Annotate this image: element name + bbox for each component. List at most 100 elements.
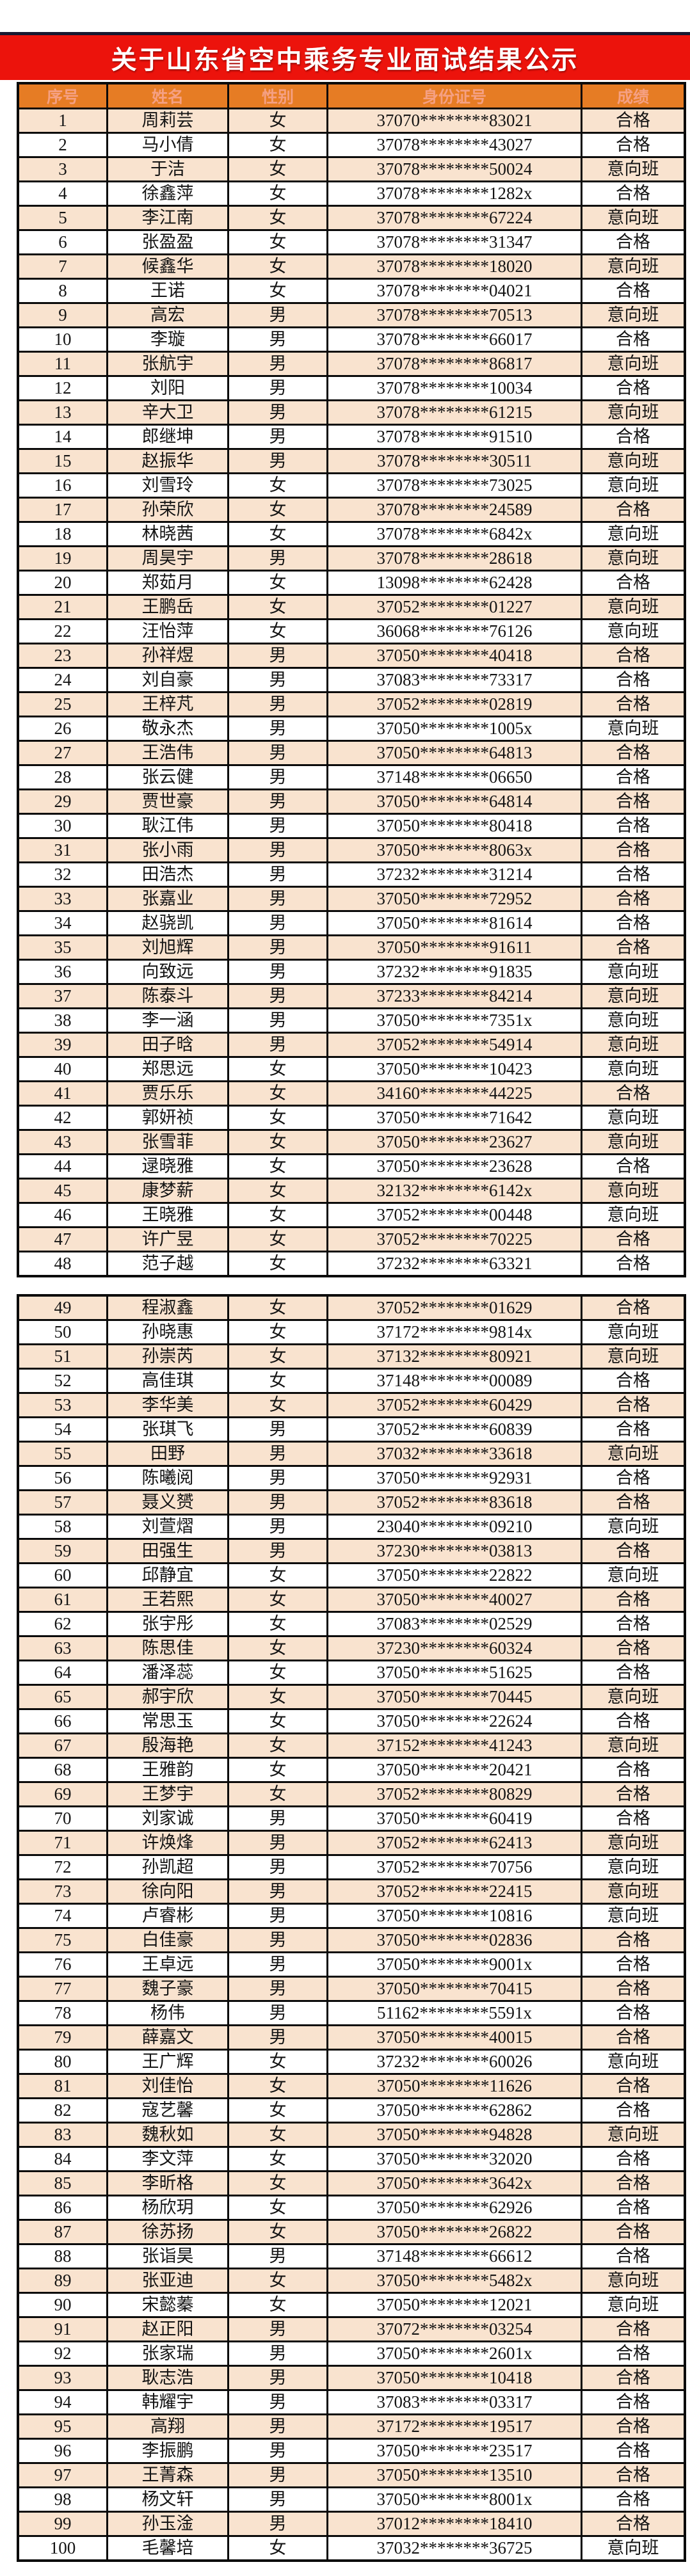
cell-result: 合格 <box>581 2097 686 2124</box>
cell-id: 32132********6142x <box>326 1178 582 1204</box>
results-table-block-1: 序号 姓名 性别 身份证号 成绩 1 周莉芸女 37070********83021… <box>17 82 686 1277</box>
table-row: 20 郑茹月女 13098********62428 合格 <box>17 570 686 596</box>
cell-name: 林晓茜 <box>106 521 229 547</box>
cell-result: 意向班 <box>581 1007 686 1034</box>
cell-no: 39 <box>17 1032 108 1058</box>
cell-name: 张云健 <box>106 764 229 790</box>
cell-no: 99 <box>17 2511 108 2537</box>
cell-gender: 男 <box>227 837 328 863</box>
cell-result: 合格 <box>581 108 686 134</box>
table-row: 33 张嘉业男 37050********72952 合格 <box>17 886 686 912</box>
cell-gender: 女 <box>227 1202 328 1228</box>
cell-gender: 男 <box>227 2316 328 2342</box>
cell-gender: 男 <box>227 2365 328 2391</box>
cell-name: 李璇 <box>106 326 229 353</box>
cell-no: 1 <box>17 108 108 134</box>
cell-name: 赵骁凯 <box>106 910 229 936</box>
cell-no: 77 <box>17 1976 108 2002</box>
cell-result: 意向班 <box>581 448 686 474</box>
cell-no: 7 <box>17 253 108 280</box>
cell-result: 意向班 <box>581 2268 686 2294</box>
cell-name: 潘泽蕊 <box>106 1660 229 1686</box>
cell-no: 98 <box>17 2486 108 2513</box>
cell-name: 陈泰斗 <box>106 983 229 1009</box>
cell-name: 张宇彤 <box>106 1611 229 1637</box>
cell-no: 71 <box>17 1830 108 1856</box>
cell-no: 19 <box>17 545 108 572</box>
cell-result: 合格 <box>581 910 686 936</box>
cell-result: 合格 <box>581 2365 686 2391</box>
cell-id: 37233********84214 <box>326 983 582 1009</box>
cell-gender: 男 <box>227 448 328 474</box>
table-row: 1 周莉芸女 37070********83021 合格 <box>17 108 686 134</box>
cell-gender: 女 <box>227 1368 328 1394</box>
table-header: 序号 姓名 性别 身份证号 成绩 <box>17 82 686 109</box>
cell-id: 37078********28618 <box>326 545 582 572</box>
cell-id: 37050********8001x <box>326 2486 582 2513</box>
cell-no: 57 <box>17 1489 108 1516</box>
cell-result: 合格 <box>581 1251 686 1277</box>
cell-id: 37052********70225 <box>326 1226 582 1252</box>
cell-no: 94 <box>17 2389 108 2415</box>
table-row: 73 徐向阳男 37052********22415 意向班 <box>17 1878 686 1905</box>
cell-result: 合格 <box>581 1368 686 1394</box>
cell-id: 37050********8063x <box>326 837 582 863</box>
cell-id: 37230********60324 <box>326 1635 582 1661</box>
cell-id: 37050********7351x <box>326 1007 582 1034</box>
table-row: 88 张诣昊男 37148********66612 合格 <box>17 2243 686 2269</box>
cell-gender: 男 <box>227 2511 328 2537</box>
cell-result: 合格 <box>581 2413 686 2440</box>
cell-name: 宋懿蓁 <box>106 2292 229 2318</box>
table-row: 77 魏子豪男 37050********70415 合格 <box>17 1976 686 2002</box>
cell-gender: 女 <box>227 2195 328 2221</box>
cell-gender: 男 <box>227 716 328 742</box>
table-row: 24 刘自豪男 37083********73317 合格 <box>17 667 686 693</box>
cell-gender: 女 <box>227 156 328 182</box>
cell-no: 70 <box>17 1805 108 1832</box>
table-row: 71 许焕烽男 37052********62413 意向班 <box>17 1830 686 1856</box>
cell-id: 37052********02819 <box>326 691 582 717</box>
cell-name: 刘阳 <box>106 375 229 401</box>
cell-result: 意向班 <box>581 1056 686 1082</box>
cell-no: 87 <box>17 2219 108 2245</box>
cell-id: 51162********5591x <box>326 2000 582 2026</box>
cell-id: 37050********70445 <box>326 1684 582 1710</box>
table-row: 7 候鑫华女 37078********18020 意向班 <box>17 253 686 280</box>
table-row: 8 王诺女 37078********04021 合格 <box>17 278 686 304</box>
cell-no: 37 <box>17 983 108 1009</box>
cell-no: 11 <box>17 351 108 377</box>
table-row: 13 辛大卫男 37078********61215 意向班 <box>17 399 686 426</box>
cell-gender: 女 <box>227 594 328 620</box>
cell-no: 50 <box>17 1319 108 1345</box>
cell-gender: 女 <box>227 1562 328 1588</box>
cell-id: 37052********70756 <box>326 1854 582 1880</box>
table-row: 39 田子晗男 37052********54914 意向班 <box>17 1032 686 1058</box>
cell-name: 耿志浩 <box>106 2365 229 2391</box>
cell-gender: 男 <box>227 1007 328 1034</box>
cell-result: 意向班 <box>581 1903 686 1929</box>
table-row: 18 林晓茜女 37078********6842x 意向班 <box>17 521 686 547</box>
cell-name: 魏子豪 <box>106 1976 229 2002</box>
cell-id: 37052********01629 <box>326 1294 582 1321</box>
table-row: 89 张亚迪女 37050********5482x 意向班 <box>17 2268 686 2294</box>
cell-name: 张嘉业 <box>106 886 229 912</box>
table-row: 75 白佳豪男 37050********02836 合格 <box>17 1927 686 1953</box>
cell-no: 35 <box>17 934 108 961</box>
cell-gender: 女 <box>227 1056 328 1082</box>
cell-name: 郭妍祯 <box>106 1105 229 1131</box>
cell-result: 合格 <box>581 2243 686 2269</box>
cell-id: 37132********80921 <box>326 1343 582 1370</box>
table-row: 6 张盈盈女 37078********31347 合格 <box>17 229 686 255</box>
cell-result: 合格 <box>581 2000 686 2026</box>
table-row: 82 寇艺馨女 37050********62862 合格 <box>17 2097 686 2124</box>
cell-name: 郑思远 <box>106 1056 229 1082</box>
cell-result: 合格 <box>581 2438 686 2464</box>
cell-no: 32 <box>17 861 108 888</box>
cell-gender: 男 <box>227 1951 328 1978</box>
cell-name: 李华美 <box>106 1392 229 1418</box>
cell-result: 合格 <box>581 837 686 863</box>
cell-name: 韩耀宇 <box>106 2389 229 2415</box>
cell-id: 37078********1282x <box>326 180 582 207</box>
cell-id: 37032********33618 <box>326 1441 582 1467</box>
cell-result: 合格 <box>581 2340 686 2367</box>
